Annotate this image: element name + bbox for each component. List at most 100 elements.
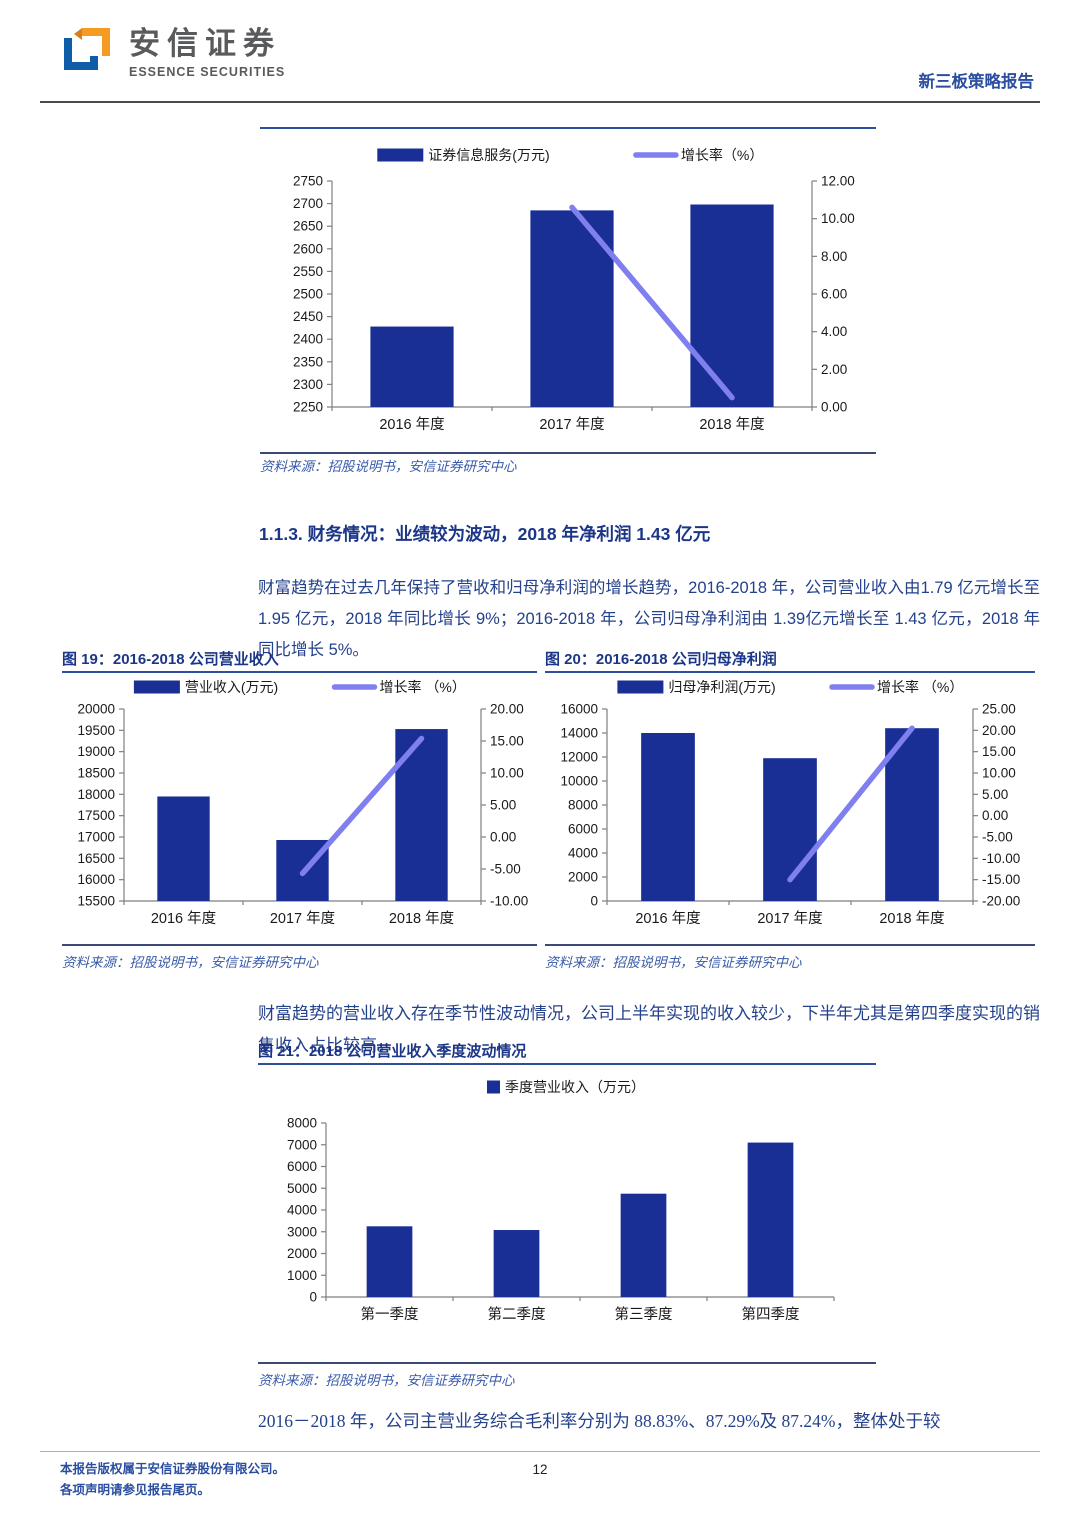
svg-text:8000: 8000 [287,1116,317,1131]
figure-20-bottom-rule [545,944,1035,946]
brand-subtitle: ESSENCE SECURITIES [129,65,286,79]
footer-divider [40,1451,1040,1452]
brand-logo: 安信证券 ESSENCE SECURITIES [62,26,285,79]
svg-text:18000: 18000 [77,787,115,802]
svg-text:10000: 10000 [560,774,598,789]
svg-text:5.00: 5.00 [490,798,516,813]
source-note-fig19: 资料来源：招股说明书，安信证券研究中心 [62,955,319,970]
figure-19-title-rule [62,671,537,673]
chart-quarterly-revenue: 0 1000 2000 3000 4000 5000 6000 7000 8000 第一季度 第二季… [258,1065,876,1362]
svg-text:15.00: 15.00 [490,734,524,749]
svg-text:7000: 7000 [287,1137,317,1152]
svg-text:营业收入(万元): 营业收入(万元) [185,679,278,695]
svg-text:3000: 3000 [287,1224,317,1239]
svg-text:归母净利润(万元): 归母净利润(万元) [668,679,775,695]
svg-text:2017 年度: 2017 年度 [757,910,822,927]
svg-text:2300: 2300 [293,377,323,392]
svg-text:-15.00: -15.00 [982,872,1020,887]
figure-21-bottom-rule [258,1362,876,1364]
chart-securities-info-service-svg: 2250 2300 2350 2400 2450 2500 2550 2600 2650 2700… [293,147,855,433]
svg-text:2500: 2500 [293,287,323,302]
figure-21-title: 图 21：2018 公司营业收入季度波动情况 [258,1043,527,1060]
chart-net-profit: 0 2000 4000 6000 8000 10000 12000 14000 16000 -20… [545,673,1035,944]
svg-text:-5.00: -5.00 [490,862,521,877]
chart-operating-revenue: 15500 16000 16500 17000 17500 18000 18500 19000… [62,673,537,944]
svg-text:16000: 16000 [77,872,115,887]
page-number: 12 [532,1462,548,1477]
paragraph-gross-margin: 2016－2018 年，公司主营业务综合毛利率分别为 88.83%、87.29%… [258,1410,941,1431]
svg-text:季度营业收入（万元）: 季度营业收入（万元） [505,1079,645,1095]
svg-text:0.00: 0.00 [982,808,1008,823]
svg-text:20.00: 20.00 [982,723,1016,738]
brand-name: 安信证券 [129,26,281,61]
svg-text:2550: 2550 [293,264,323,279]
svg-text:第二季度: 第二季度 [488,1305,546,1323]
source-note-fig20: 资料来源：招股说明书，安信证券研究中心 [545,955,802,970]
svg-text:5000: 5000 [287,1181,317,1196]
svg-text:10.00: 10.00 [821,211,855,226]
svg-text:16000: 16000 [560,702,598,717]
svg-text:19500: 19500 [77,723,115,738]
paragraph-seasonality: 财富趋势的营业收入存在季节性波动情况，公司上半年实现的收入较少，下半年尤其是第四… [258,1004,1040,1055]
svg-text:19000: 19000 [77,744,115,759]
brand-text: 安信证券 ESSENCE SECURITIES [129,26,285,79]
svg-text:6000: 6000 [568,822,598,837]
svg-text:2018 年度: 2018 年度 [879,910,944,927]
svg-text:2017 年度: 2017 年度 [270,910,335,927]
report-type-label: 新三板策略报告 [918,72,1035,91]
svg-text:2250: 2250 [293,400,323,415]
svg-text:10.00: 10.00 [490,766,524,781]
svg-text:25.00: 25.00 [982,702,1016,717]
figure-21-block: 图 21：2018 公司营业收入季度波动情况 0 1000 2000 3000 4000… [258,1040,876,1389]
svg-text:2600: 2600 [293,241,323,256]
svg-text:2018 年度: 2018 年度 [389,910,454,927]
svg-text:2450: 2450 [293,309,323,324]
footer-line-1: 本报告版权属于安信证券股份有限公司。 [60,1462,286,1476]
svg-text:第四季度: 第四季度 [742,1305,800,1323]
svg-text:0: 0 [590,894,598,909]
svg-text:0: 0 [309,1290,317,1305]
svg-text:1000: 1000 [287,1268,317,1283]
figure-19-block: 图 19：2016-2018 公司营业收入 15500 16000 16500 170… [62,648,537,971]
svg-text:证券信息服务(万元): 证券信息服务(万元) [428,147,549,163]
svg-text:4000: 4000 [287,1203,317,1218]
figure-20-title: 图 20：2016-2018 公司归母净利润 [545,651,777,668]
svg-text:2017 年度: 2017 年度 [539,416,604,433]
svg-text:20.00: 20.00 [490,702,524,717]
svg-text:第三季度: 第三季度 [615,1305,673,1323]
svg-text:4.00: 4.00 [821,324,847,339]
svg-text:15.00: 15.00 [982,744,1016,759]
svg-text:第一季度: 第一季度 [361,1305,419,1323]
svg-text:0.00: 0.00 [490,830,516,845]
svg-text:增长率（%）: 增长率（%） [681,147,763,163]
svg-text:5.00: 5.00 [982,787,1008,802]
svg-text:14000: 14000 [560,726,598,741]
svg-text:12.00: 12.00 [821,174,855,189]
svg-text:-5.00: -5.00 [982,830,1013,845]
chart-operating-revenue-svg: 15500 16000 16500 17000 17500 18000 18500 19000… [77,679,528,927]
svg-text:17000: 17000 [77,830,115,845]
svg-text:16500: 16500 [77,851,115,866]
chart-securities-info-service-frame: 2250 2300 2350 2400 2450 2500 2550 2600 2650 2700… [260,127,876,454]
svg-text:增长率 （%）: 增长率 （%） [380,679,466,695]
chart-net-profit-svg: 0 2000 4000 6000 8000 10000 12000 14000 16000 -20… [560,679,1020,927]
footer-line-2: 各项声明请参见报告尾页。 [60,1483,211,1497]
svg-text:17500: 17500 [77,808,115,823]
svg-text:6000: 6000 [287,1159,317,1174]
svg-text:12000: 12000 [560,750,598,765]
svg-text:-20.00: -20.00 [982,894,1020,909]
svg-text:2.00: 2.00 [821,362,847,377]
header-divider [40,101,1040,103]
svg-text:15500: 15500 [77,894,115,909]
figure-19-bottom-rule [62,944,537,946]
svg-text:2016 年度: 2016 年度 [151,910,216,927]
source-note-fig21: 资料来源：招股说明书，安信证券研究中心 [258,1373,515,1388]
section-heading: 1.1.3. 财务情况：业绩较为波动，2018 年净利润 1.43 亿元 [259,523,711,544]
svg-text:2000: 2000 [287,1246,317,1261]
svg-text:10.00: 10.00 [982,766,1016,781]
svg-text:2750: 2750 [293,174,323,189]
svg-text:-10.00: -10.00 [982,851,1020,866]
svg-text:2016 年度: 2016 年度 [379,416,444,433]
figure-20-block: 图 20：2016-2018 公司归母净利润 0 2000 4000 6000 8000… [545,648,1035,971]
